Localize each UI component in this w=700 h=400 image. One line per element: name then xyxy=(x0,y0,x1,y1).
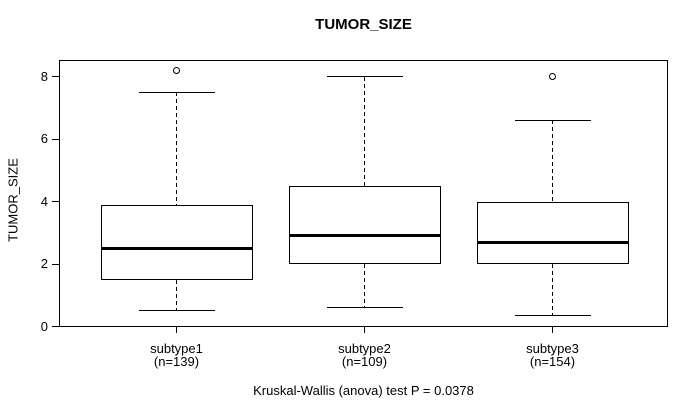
lower-whisker-line xyxy=(176,279,177,311)
chart-title: TUMOR_SIZE xyxy=(315,16,412,33)
x-group-label: subtype2 (n=109) xyxy=(295,342,435,368)
y-axis-tick xyxy=(52,326,59,327)
upper-whisker-line xyxy=(176,92,177,205)
x-group-label: subtype1 (n=139) xyxy=(107,342,247,368)
lower-whisker-line xyxy=(552,264,553,316)
upper-whisker-line xyxy=(364,76,365,186)
plot-frame xyxy=(59,60,668,327)
y-axis-tick-label: 4 xyxy=(40,193,48,209)
lower-whisker-cap xyxy=(138,310,215,312)
group-count: (n=109) xyxy=(341,354,388,369)
y-axis-tick-label: 6 xyxy=(40,131,48,146)
iqr-box xyxy=(100,204,253,280)
group-name: subtype3 xyxy=(526,341,579,356)
x-group-label: subtype3 (n=154) xyxy=(483,342,623,368)
group-count: (n=154) xyxy=(529,354,576,369)
iqr-box xyxy=(476,201,629,264)
y-axis-tick-label: 2 xyxy=(40,256,48,271)
upper-whisker-cap xyxy=(326,76,403,77)
group-name: subtype1 xyxy=(150,341,203,356)
x-axis-tick xyxy=(552,327,553,333)
y-axis-tick xyxy=(52,201,59,202)
y-axis-tick xyxy=(52,138,59,140)
y-axis-tick-label: 8 xyxy=(40,68,48,84)
median-line xyxy=(100,246,253,250)
x-axis-tick xyxy=(176,327,177,333)
upper-whisker-line xyxy=(552,120,553,202)
outlier-point xyxy=(173,66,180,74)
x-axis-tick xyxy=(364,327,365,333)
iqr-box xyxy=(288,185,441,264)
outlier-point xyxy=(549,73,556,80)
lower-whisker-cap xyxy=(514,315,591,317)
group-name: subtype2 xyxy=(338,341,391,356)
group-count: (n=139) xyxy=(153,354,200,369)
median-line xyxy=(288,234,441,238)
lower-whisker-cap xyxy=(326,307,403,309)
y-axis-label: TUMOR_SIZE xyxy=(5,158,21,242)
y-axis-tick-label: 0 xyxy=(40,318,48,334)
y-axis-tick xyxy=(52,76,59,77)
lower-whisker-line xyxy=(364,264,365,308)
kruskal-wallis-annotation: Kruskal-Wallis (anova) test P = 0.0378 xyxy=(253,383,474,398)
upper-whisker-cap xyxy=(138,91,215,93)
median-line xyxy=(476,240,629,244)
upper-whisker-cap xyxy=(514,119,591,121)
y-axis-tick xyxy=(52,263,59,265)
